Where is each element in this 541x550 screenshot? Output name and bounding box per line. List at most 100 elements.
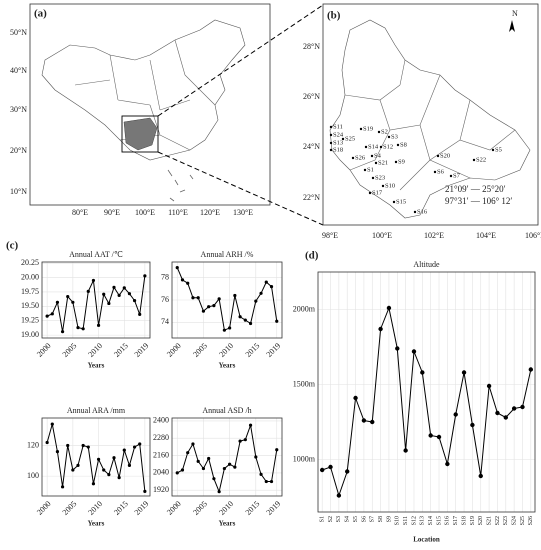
- chart-title: Annual ARA /mm: [67, 406, 126, 415]
- x-tick-label: 2019: [265, 499, 283, 517]
- x-axis-label: Years: [88, 520, 105, 528]
- data-point: [495, 410, 500, 416]
- x-tick-label: 2010: [217, 499, 235, 517]
- data-point: [81, 327, 85, 331]
- data-point: [91, 482, 96, 486]
- x-axis-label: Years: [219, 362, 236, 370]
- data-point: [248, 321, 253, 326]
- y-tick-label: 2040: [153, 468, 169, 477]
- station-label: S26: [355, 154, 366, 161]
- station-label: S1: [367, 166, 374, 173]
- data-point: [345, 469, 350, 474]
- x-tick-label: S2: [328, 516, 334, 522]
- y-tick-label: 1000m: [293, 454, 316, 463]
- lon-label: 102°E: [424, 231, 444, 240]
- data-point: [138, 442, 142, 446]
- data-point: [186, 281, 190, 285]
- zoom-line: [157, 4, 324, 117]
- plot-frame: [41, 261, 151, 339]
- x-tick-label: S4: [345, 516, 351, 522]
- lat-label: 10°N: [10, 187, 27, 196]
- data-point: [112, 456, 116, 460]
- x-tick-label: 2005: [191, 499, 209, 517]
- station-label: S20: [440, 152, 450, 159]
- data-point: [143, 274, 147, 278]
- station-label: S11: [333, 123, 343, 130]
- x-tick-label: S6: [361, 516, 367, 522]
- data-point: [528, 367, 534, 372]
- x-tick-label: 2000: [35, 499, 53, 517]
- station-dot: [341, 137, 345, 141]
- data-point: [207, 305, 211, 309]
- data-point: [353, 395, 358, 401]
- data-point: [138, 312, 142, 316]
- yunnan-highlight: [123, 117, 158, 151]
- data-point: [122, 286, 126, 290]
- data-line: [322, 306, 532, 498]
- lat-label: 20°N: [10, 146, 27, 155]
- data-point: [386, 305, 392, 311]
- data-point: [478, 473, 483, 479]
- chart-title: Annual ARH /%: [201, 250, 254, 259]
- data-point: [191, 296, 195, 300]
- data-point: [50, 422, 54, 426]
- prefecture-borders: [344, 59, 516, 191]
- data-point: [112, 285, 116, 289]
- station-dot: [329, 125, 333, 129]
- data-point: [259, 291, 263, 295]
- lon-label: 120°E: [200, 208, 220, 217]
- lon-label: 104°E: [476, 231, 496, 240]
- lon-label: 80°E: [72, 208, 88, 217]
- yunnan-outline: [329, 19, 531, 219]
- x-tick-label: 2019: [133, 499, 151, 517]
- station-label: S14: [368, 143, 379, 150]
- station-label: S10: [385, 182, 395, 189]
- station-dot: [329, 148, 333, 152]
- data-point: [50, 312, 54, 316]
- data-point: [191, 442, 195, 446]
- x-tick-label: S20: [478, 516, 484, 525]
- station-label: S4: [374, 152, 382, 159]
- lon-range: 97°31′ — 106° 12′: [445, 196, 512, 206]
- x-tick-label: S26: [528, 516, 534, 525]
- data-point: [275, 319, 279, 323]
- x-tick-label: S18: [461, 516, 467, 525]
- data-point: [420, 370, 425, 375]
- station-dot: [329, 141, 333, 145]
- lat-label: 30°N: [10, 105, 27, 114]
- data-point: [122, 448, 126, 452]
- data-point: [370, 419, 375, 425]
- data-point: [117, 476, 121, 480]
- data-point: [180, 278, 185, 282]
- data-point: [132, 445, 137, 449]
- station-label: S13: [333, 139, 343, 146]
- station-dot: [472, 158, 476, 162]
- data-point: [143, 489, 147, 494]
- panel-label: (b): [327, 10, 341, 22]
- y-tick-label: 19.25: [21, 316, 39, 325]
- data-point: [403, 448, 408, 453]
- data-point: [102, 292, 106, 296]
- y-tick-label: 2160: [153, 450, 169, 459]
- station-dot: [370, 154, 374, 158]
- station-dot: [413, 210, 417, 214]
- north-label: N: [512, 9, 518, 18]
- x-tick-label: S24: [512, 516, 518, 525]
- data-point: [254, 299, 258, 303]
- station-dot: [363, 168, 367, 172]
- x-tick-label: S16: [445, 516, 451, 525]
- station-label: S3: [391, 133, 398, 140]
- y-tick-label: 19.50: [21, 301, 39, 310]
- data-point: [86, 445, 90, 449]
- y-tick-label: 74: [161, 317, 169, 326]
- x-tick-label: S8: [378, 516, 384, 522]
- data-point: [445, 461, 450, 467]
- map-a-frame: [29, 3, 271, 206]
- x-axis-label: Years: [88, 362, 105, 370]
- station-label: S7: [453, 172, 461, 179]
- zoom-line: [157, 151, 324, 226]
- data-point: [212, 303, 216, 308]
- data-point: [107, 472, 111, 477]
- station-label: S17: [372, 189, 383, 196]
- data-point: [201, 466, 206, 471]
